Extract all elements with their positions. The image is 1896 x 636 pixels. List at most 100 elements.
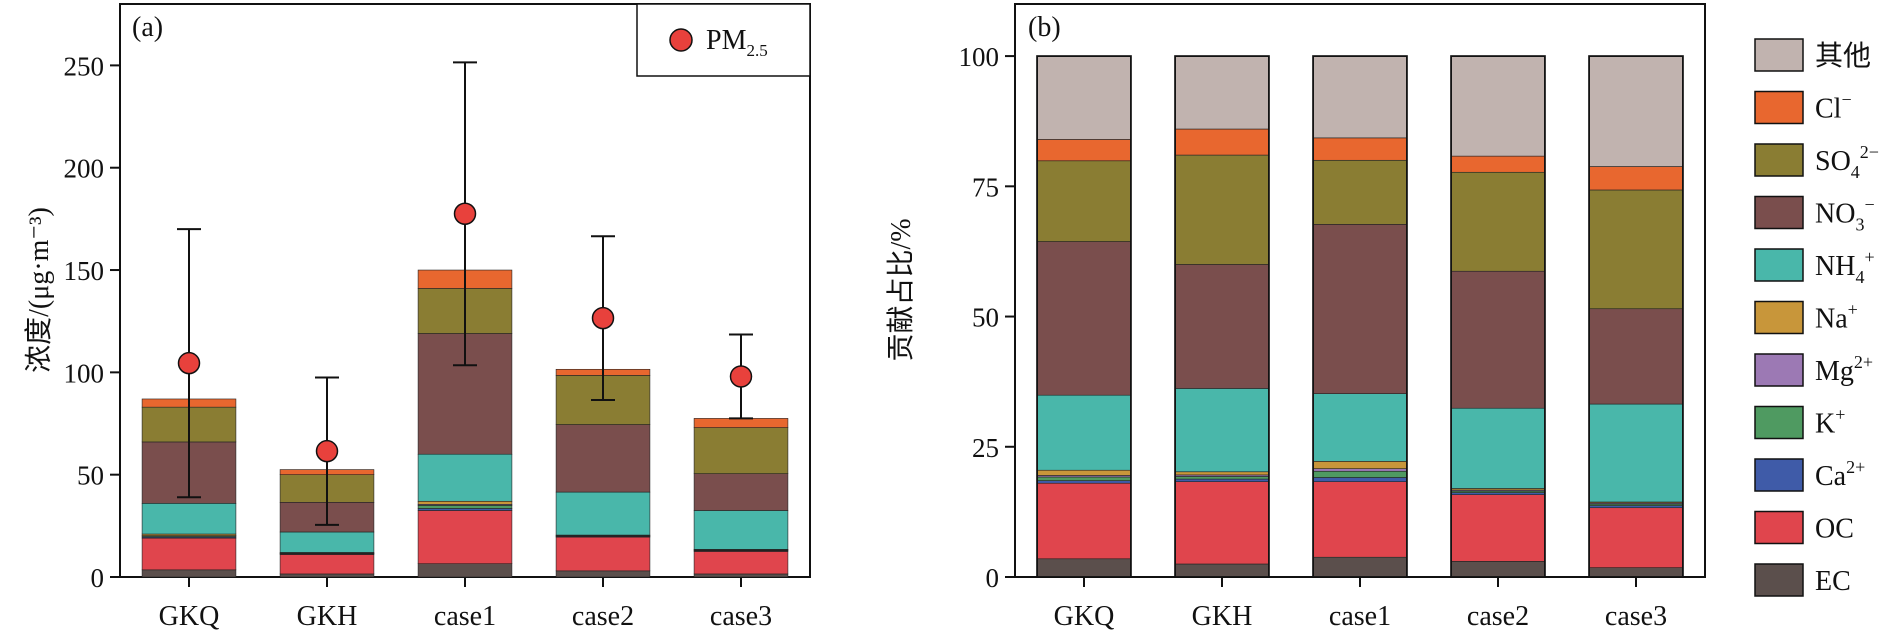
legend-item: Cl− [1754,90,1852,125]
bar-segment [1174,476,1270,480]
bar-segment [1588,567,1684,578]
legend-label: OC [1815,514,1854,545]
legend-item: NO3− [1754,195,1875,235]
legend-label: NH4+ [1815,247,1875,287]
bar-segment [141,537,237,571]
y-tick-label: 150 [64,256,105,286]
panel-b-y-axis-title: 贡献占比/% [885,218,917,361]
pm25-legend-label: PM2.5 [706,25,768,60]
x-tick-label: case2 [1467,601,1529,632]
legend-label: 其他 [1815,40,1871,72]
panel-a-axes: 0 50 100 150 200 250 GKQ GKH case1 case2 case3 [64,51,773,632]
legend-label: SO42− [1815,142,1879,182]
x-tick-label: case1 [1329,601,1391,632]
bar-segment [1036,160,1132,242]
x-tick-label: case3 [1605,601,1667,632]
y-tick-label: 200 [64,154,105,184]
bar-segment [1312,477,1408,482]
bar-segment [1312,55,1408,139]
x-tick-label: GKH [297,601,358,632]
bar-outline [1036,55,1132,578]
bar-segment [555,570,651,578]
pm25-marker [591,306,615,330]
legend-label: Na+ [1815,300,1858,335]
bar-segment [555,536,651,572]
bar-segment [279,531,375,553]
y-tick-label: 75 [972,172,999,202]
bar-segment [1450,494,1546,562]
bar-segment [417,500,513,505]
bar-segment [1588,55,1684,167]
bar-segment [1174,563,1270,578]
y-tick-label: 50 [972,303,999,333]
bar-segment [1450,407,1546,489]
bar-segment [1312,224,1408,394]
bar-segment [1174,478,1270,482]
pm25-marker [177,351,201,375]
legend-swatch [1754,353,1804,387]
bar-segment [1588,505,1684,509]
y-tick-label: 100 [64,358,105,388]
bar-segment [555,424,651,493]
legend-swatch [1754,563,1804,597]
y-tick-label: 0 [986,563,1000,593]
bar-segment [1450,55,1546,157]
panel-b-chart: (b) 贡献占比/% 0 25 50 75 100 GKQ GKH case1 case2 cas… [885,3,1706,632]
pm25-legend-subscript: 2.5 [746,41,767,60]
bar-segment [1450,270,1546,409]
legend-item: Mg2+ [1754,352,1873,387]
bar-segment [141,569,237,578]
legend-label: EC [1815,566,1851,597]
pm25-legend-marker [669,28,693,52]
legend-item: 其他 [1754,38,1871,72]
bar-segment [1312,481,1408,558]
bar-segment [1036,469,1132,476]
bar-segment [693,427,789,474]
bar-segment [1036,55,1132,140]
bar-segment [1036,482,1132,560]
legend-item: NH4+ [1754,247,1875,287]
component-legend: 其他 Cl− SO42− NO3− NH4+ Na+ Mg2+ K+ Ca2+ OC EC [1754,38,1879,597]
y-tick-label: 100 [959,42,1000,72]
bar-segment [1312,393,1408,462]
panel-b-bars [1036,55,1684,578]
x-tick-label: case2 [572,601,634,632]
legend-swatch [1754,90,1804,125]
panel-a-y-axis-title: 浓度/(μg·m⁻³) [23,207,55,373]
pm25-legend: PM2.5 [636,3,811,77]
bar-segment [1174,264,1270,389]
bar-segment [1450,171,1546,272]
bar-segment [1036,139,1132,162]
bar-segment [693,551,789,575]
bar-segment [1174,388,1270,473]
panel-b-label: (b) [1028,12,1061,43]
bar-segment [1174,55,1270,130]
bar-segment [1588,308,1684,405]
panel-a-label: (a) [132,12,163,43]
bar-segment [279,573,375,578]
legend-swatch [1754,510,1804,545]
bar-segment [1312,461,1408,469]
bar-segment [1036,394,1132,471]
legend-swatch [1754,38,1804,72]
legend-label: Mg2+ [1815,352,1873,387]
legend-swatch [1754,300,1804,335]
bar-segment [417,563,513,578]
legend-item: SO42− [1754,142,1879,182]
bar-segment [1036,241,1132,396]
bar-segment [1174,471,1270,476]
bar-segment [1588,403,1684,503]
pm25-marker [729,365,753,388]
legend-label: K+ [1815,405,1845,440]
y-tick-label: 25 [972,433,999,463]
panel-a-chart: (a) 浓度/(μg·m⁻³) 0 50 100 150 200 250 GKQ GKH cas… [23,3,811,632]
bar-segment [1312,137,1408,161]
bar-segment [693,573,789,578]
bar-segment [1312,556,1408,578]
bar-segment [693,510,789,550]
x-tick-label: GKQ [159,601,220,632]
bar-segment [1312,159,1408,225]
bar-segment [693,418,789,428]
panel-b-axes: 0 25 50 75 100 GKQ GKH case1 case2 case3 [959,42,1668,632]
